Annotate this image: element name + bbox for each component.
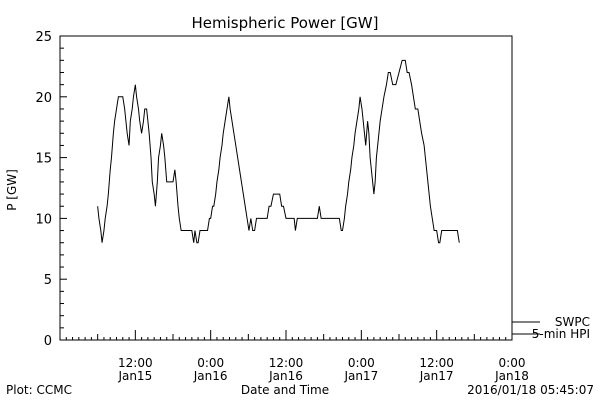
- chart-title: Hemispheric Power [GW]: [192, 14, 379, 32]
- series-line-swpc: [97, 59, 460, 244]
- x-tick-date-label: Jan16: [268, 369, 303, 383]
- y-tick-label: 25: [35, 30, 52, 45]
- x-tick-date-label: Jan18: [494, 369, 529, 383]
- x-tick-time-label: 12:00: [419, 356, 454, 370]
- x-tick-time-label: 0:00: [499, 356, 526, 370]
- y-tick-label: 5: [44, 273, 52, 288]
- y-axis-label: P [GW]: [5, 169, 19, 211]
- x-tick-time-label: 12:00: [269, 356, 304, 370]
- y-tick-label: 10: [35, 212, 52, 227]
- plot-frame: [59, 35, 513, 341]
- x-axis-label: Date and Time: [241, 383, 329, 397]
- y-tick-label: 20: [35, 91, 52, 106]
- x-axis-ticks: 12:00Jan150:00Jan1612:00Jan160:00Jan1712…: [59, 330, 529, 383]
- y-tick-label: 0: [44, 334, 52, 349]
- legend-label: 5-min HPI: [532, 327, 590, 341]
- plot-timestamp: 2016/01/18 05:45:07: [467, 383, 594, 397]
- y-axis-ticks: 0 5 10 15 20 25: [35, 30, 67, 349]
- y-tick-label: 15: [35, 152, 52, 167]
- x-tick-date-label: Jan17: [419, 369, 454, 383]
- x-tick-time-label: 12:00: [118, 356, 153, 370]
- x-tick-date-label: Jan16: [193, 369, 228, 383]
- plot-credit: Plot: CCMC: [6, 383, 72, 397]
- x-tick-date-label: Jan15: [117, 369, 152, 383]
- x-tick-time-label: 0:00: [197, 356, 224, 370]
- series-layer: [97, 59, 460, 244]
- x-tick-time-label: 0:00: [348, 356, 375, 370]
- x-tick-date-label: Jan17: [343, 369, 378, 383]
- legend-label: SWPC: [555, 315, 590, 329]
